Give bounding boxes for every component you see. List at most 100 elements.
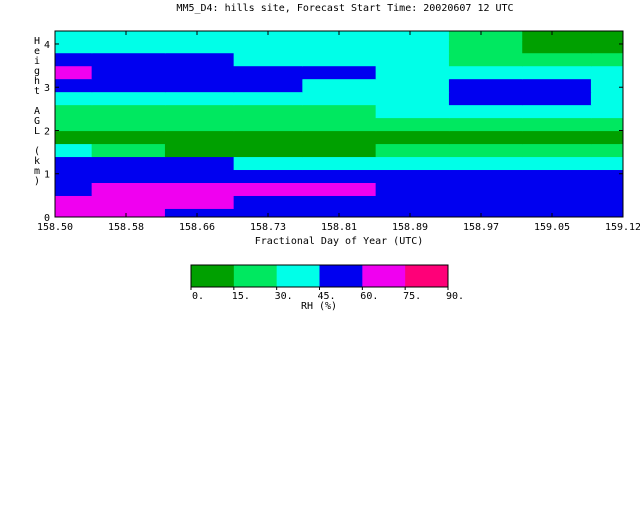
colorbar-swatch (191, 265, 235, 287)
contour-cell (55, 208, 93, 217)
contour-cell (233, 182, 303, 196)
contour-cell (302, 130, 377, 145)
contour-cell (233, 78, 303, 93)
chart-title: MM5_D4: hills site, Forecast Start Time:… (176, 3, 513, 14)
contour-cell (55, 130, 93, 145)
contour-cell (448, 91, 523, 106)
contour-fill (55, 31, 623, 217)
x-tick-label: 158.81 (321, 222, 357, 233)
contour-cell (233, 169, 303, 183)
contour-cell (233, 31, 303, 41)
contour-cell (448, 182, 523, 196)
colorbar-swatch (319, 265, 363, 287)
colorbar-level-label: 45. (317, 291, 335, 302)
contour-cell (590, 208, 623, 217)
contour-cell (590, 39, 623, 54)
contour-cell (164, 117, 235, 132)
contour-cell (302, 117, 377, 132)
x-axis: 158.50 158.58 158.66 158.73 158.81 158.89 158.… (37, 31, 640, 233)
contour-cell (522, 143, 592, 158)
contour-cell (302, 104, 377, 119)
y-axis-label-char: ) (34, 176, 40, 187)
contour-cell (233, 65, 303, 80)
contour-cell (522, 182, 592, 196)
contour-cell (448, 143, 523, 158)
colorbar-level-label: 75. (403, 291, 421, 302)
y-tick-label: 2 (44, 126, 50, 137)
contour-cell (233, 130, 303, 145)
contour-cell (302, 65, 377, 80)
contour-cell (233, 52, 303, 67)
contour-cell (233, 208, 303, 217)
contour-cell (522, 117, 592, 132)
contour-cell (91, 78, 166, 93)
contour-cell (375, 182, 450, 196)
contour-cell (164, 195, 235, 209)
contour-cell (164, 182, 235, 196)
contour-cell (375, 130, 450, 145)
contour-cell (55, 156, 93, 171)
contour-cell (522, 156, 592, 171)
contour-cell (522, 169, 592, 183)
contour-cell (302, 169, 377, 183)
colorbar-level-label: 60. (360, 291, 378, 302)
colorbar: 0. 15. 30. 45. 60. 75. 90. (190, 264, 464, 302)
contour-cell (448, 78, 523, 93)
contour-cell (522, 39, 592, 54)
x-axis-label: Fractional Day of Year (UTC) (255, 236, 424, 247)
contour-cell (448, 195, 523, 209)
contour-cell (164, 208, 235, 217)
contour-cell (448, 169, 523, 183)
y-axis-label-char: A (34, 106, 40, 117)
contour-cell (590, 169, 623, 183)
contour-cell (448, 117, 523, 132)
contour-cell (91, 117, 166, 132)
contour-cell (448, 104, 523, 119)
contour-cell (302, 195, 377, 209)
contour-cell (375, 156, 450, 171)
contour-cell (522, 104, 592, 119)
colorbar-level-label: 30. (275, 291, 293, 302)
contour-cell (164, 104, 235, 119)
colorbar-swatch (233, 265, 278, 287)
contour-cell (55, 117, 93, 132)
contour-cell (375, 31, 450, 41)
contour-cell (164, 169, 235, 183)
contour-cell (233, 39, 303, 54)
contour-cell (375, 52, 450, 67)
contour-cell (91, 156, 166, 171)
colorbar-swatch (405, 265, 449, 287)
x-tick-label: 158.97 (463, 222, 499, 233)
contour-cell (590, 117, 623, 132)
contour-cell (55, 195, 93, 209)
contour-cell (164, 130, 235, 145)
colorbar-label: RH (%) (301, 301, 337, 312)
contour-cell (448, 31, 523, 41)
contour-cell (233, 104, 303, 119)
x-tick-label: 158.58 (108, 222, 144, 233)
contour-cell (375, 143, 450, 158)
contour-cell (448, 65, 523, 80)
contour-cell (375, 117, 450, 132)
contour-cell (375, 65, 450, 80)
contour-cell (164, 156, 235, 171)
contour-cell (55, 78, 93, 93)
contour-cell (590, 78, 623, 93)
contour-cell (302, 91, 377, 106)
colorbar-swatch (362, 265, 406, 287)
contour-cell (302, 156, 377, 171)
contour-cell (164, 78, 235, 93)
contour-cell (590, 104, 623, 119)
contour-cell (91, 130, 166, 145)
plot-area (54, 30, 624, 218)
contour-cell (55, 31, 93, 41)
contour-cell (164, 91, 235, 106)
y-axis-label-char: L (34, 126, 40, 137)
y-axis-label-char: m (34, 166, 40, 177)
contour-cell (233, 195, 303, 209)
contour-cell (448, 52, 523, 67)
y-axis-label-char: t (34, 86, 40, 97)
contour-cell (375, 91, 450, 106)
